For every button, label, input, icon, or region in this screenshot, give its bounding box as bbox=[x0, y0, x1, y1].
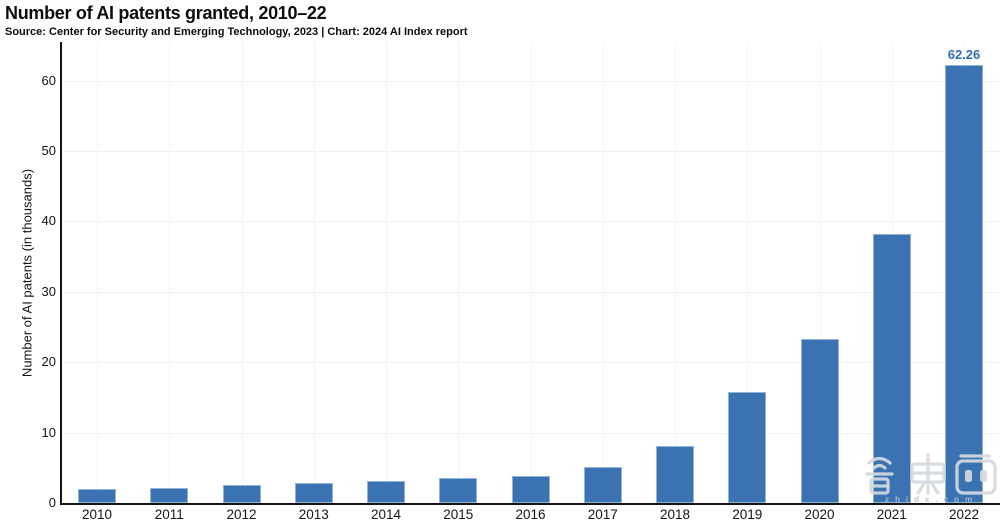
horizontal-gridline bbox=[62, 151, 1000, 153]
horizontal-gridline bbox=[62, 80, 1000, 82]
x-tick-label-2013: 2013 bbox=[298, 507, 329, 522]
x-tick-label-2020: 2020 bbox=[804, 507, 835, 522]
vertical-gridline bbox=[97, 42, 98, 503]
bar-2013 bbox=[294, 483, 333, 503]
vertical-gridline bbox=[313, 42, 315, 503]
x-tick-label-2018: 2018 bbox=[659, 507, 691, 522]
vertical-gridline bbox=[530, 42, 532, 503]
chart-source-line: Source: Center for Security and Emerging… bbox=[5, 26, 468, 38]
horizontal-gridline bbox=[62, 221, 1000, 223]
bar-2012 bbox=[222, 484, 261, 503]
y-tick-label: 10 bbox=[41, 424, 56, 440]
bar-2011 bbox=[150, 487, 189, 503]
bar-2015 bbox=[439, 478, 478, 503]
vertical-gridline bbox=[386, 42, 387, 503]
bar-2016 bbox=[511, 475, 550, 503]
bar-2014 bbox=[367, 481, 405, 503]
vertical-gridline bbox=[602, 42, 604, 503]
y-tick-label: 50 bbox=[41, 143, 56, 159]
bar-value-label: 62.26 bbox=[947, 46, 981, 62]
x-tick-label-2012: 2012 bbox=[226, 507, 257, 522]
x-tick-label-2019: 2019 bbox=[732, 507, 763, 522]
x-tick-label-2022: 2022 bbox=[948, 507, 980, 522]
x-tick-label-2017: 2017 bbox=[587, 507, 618, 522]
y-tick-label: 0 bbox=[48, 495, 56, 510]
x-tick-label-2015: 2015 bbox=[443, 507, 474, 522]
y-tick-label: 60 bbox=[41, 72, 56, 88]
horizontal-gridline bbox=[62, 291, 1000, 293]
y-axis-title: Number of AI patents (in thousands) bbox=[19, 168, 35, 378]
vertical-gridline bbox=[241, 42, 243, 503]
vertical-gridline bbox=[747, 42, 749, 503]
bar-2018 bbox=[656, 446, 694, 503]
x-tick-label-2016: 2016 bbox=[515, 507, 546, 522]
y-axis-line bbox=[60, 42, 62, 505]
bar-2022 bbox=[945, 64, 983, 503]
y-tick-label: 40 bbox=[41, 213, 56, 229]
chart-title: Number of AI patents granted, 2010–22 bbox=[5, 3, 327, 23]
vertical-gridline bbox=[819, 42, 821, 503]
x-axis-line bbox=[60, 503, 1000, 505]
bar-2020 bbox=[800, 339, 839, 503]
x-tick-label-2010: 2010 bbox=[81, 507, 113, 522]
bar-2019 bbox=[728, 391, 767, 503]
bar-2010 bbox=[78, 488, 116, 503]
y-tick-label: 30 bbox=[41, 283, 56, 299]
x-tick-label-2014: 2014 bbox=[370, 507, 402, 522]
vertical-gridline bbox=[675, 42, 676, 503]
y-tick-label: 20 bbox=[41, 354, 56, 370]
vertical-gridline bbox=[169, 42, 171, 503]
x-tick-label-2021: 2021 bbox=[876, 507, 907, 522]
horizontal-gridline bbox=[62, 432, 1000, 434]
bar-2017 bbox=[583, 467, 622, 503]
x-tick-label-2011: 2011 bbox=[154, 507, 184, 522]
bar-2021 bbox=[872, 234, 911, 503]
horizontal-gridline bbox=[62, 362, 1000, 364]
plot-area bbox=[62, 42, 1000, 503]
vertical-gridline bbox=[458, 42, 460, 503]
